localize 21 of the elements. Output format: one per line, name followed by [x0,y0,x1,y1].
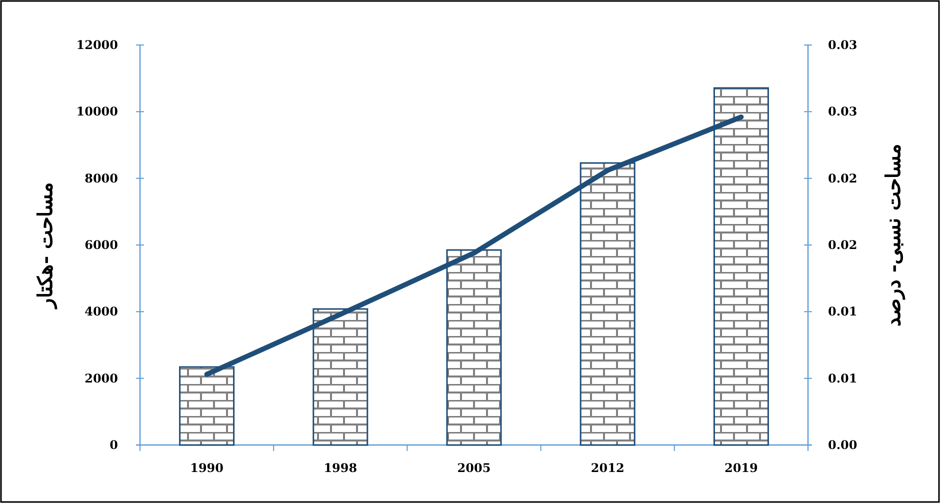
y-axis-title: مساحت -هکتار [33,182,58,310]
y2-tick-label: 0.01 [828,304,858,319]
y-tick-label: 8000 [84,171,118,186]
x-tick-label: 1990 [190,461,224,475]
y2-tick-label: 0.03 [828,38,858,52]
x-tick-label: 2005 [457,461,491,475]
x-tick-label: 1998 [324,461,358,475]
x-tick-label: 2012 [590,461,624,475]
y-tick-label: 0 [110,438,118,452]
y-tick-label: 4000 [84,304,118,319]
y2-tick-label: 0.03 [828,104,858,119]
y-tick-label: 10000 [76,104,118,119]
y2-axis-title: مساحت نسبی- درصد [881,143,906,327]
y2-tick-label: 0.02 [828,238,858,252]
y2-tick-label: 0.01 [828,371,858,386]
y2-tick-label: 0.00 [828,438,858,452]
y-tick-label: 2000 [84,371,118,386]
y-tick-label: 12000 [76,38,118,52]
x-tick-label: 2019 [724,461,758,475]
y-tick-label: 6000 [84,238,118,252]
y2-tick-label: 0.02 [828,171,858,186]
